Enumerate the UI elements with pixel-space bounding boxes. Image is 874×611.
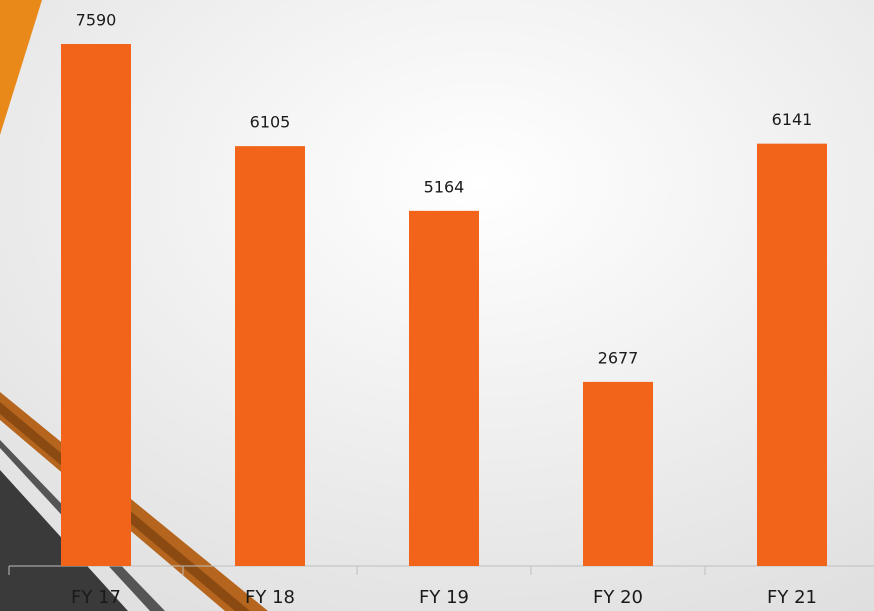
x-tick-label: FY 18 bbox=[245, 587, 295, 608]
data-label: 2677 bbox=[598, 348, 639, 367]
x-tick-label: FY 17 bbox=[71, 587, 121, 608]
bar bbox=[409, 211, 479, 566]
bar bbox=[235, 146, 305, 566]
x-tick-label: FY 20 bbox=[593, 587, 643, 608]
data-label: 6105 bbox=[250, 113, 291, 132]
data-label: 5164 bbox=[424, 177, 465, 196]
chart: 7590 FY 17 6105 FY 18 5164 FY 19 2677 FY 20 6141… bbox=[0, 0, 874, 611]
data-label: 7590 bbox=[76, 11, 117, 30]
bar bbox=[61, 44, 131, 566]
bar bbox=[583, 382, 653, 566]
data-label: 6141 bbox=[772, 110, 813, 129]
x-tick-label: FY 19 bbox=[419, 587, 469, 608]
x-tick-label: FY 21 bbox=[767, 587, 817, 608]
bar bbox=[757, 144, 827, 566]
